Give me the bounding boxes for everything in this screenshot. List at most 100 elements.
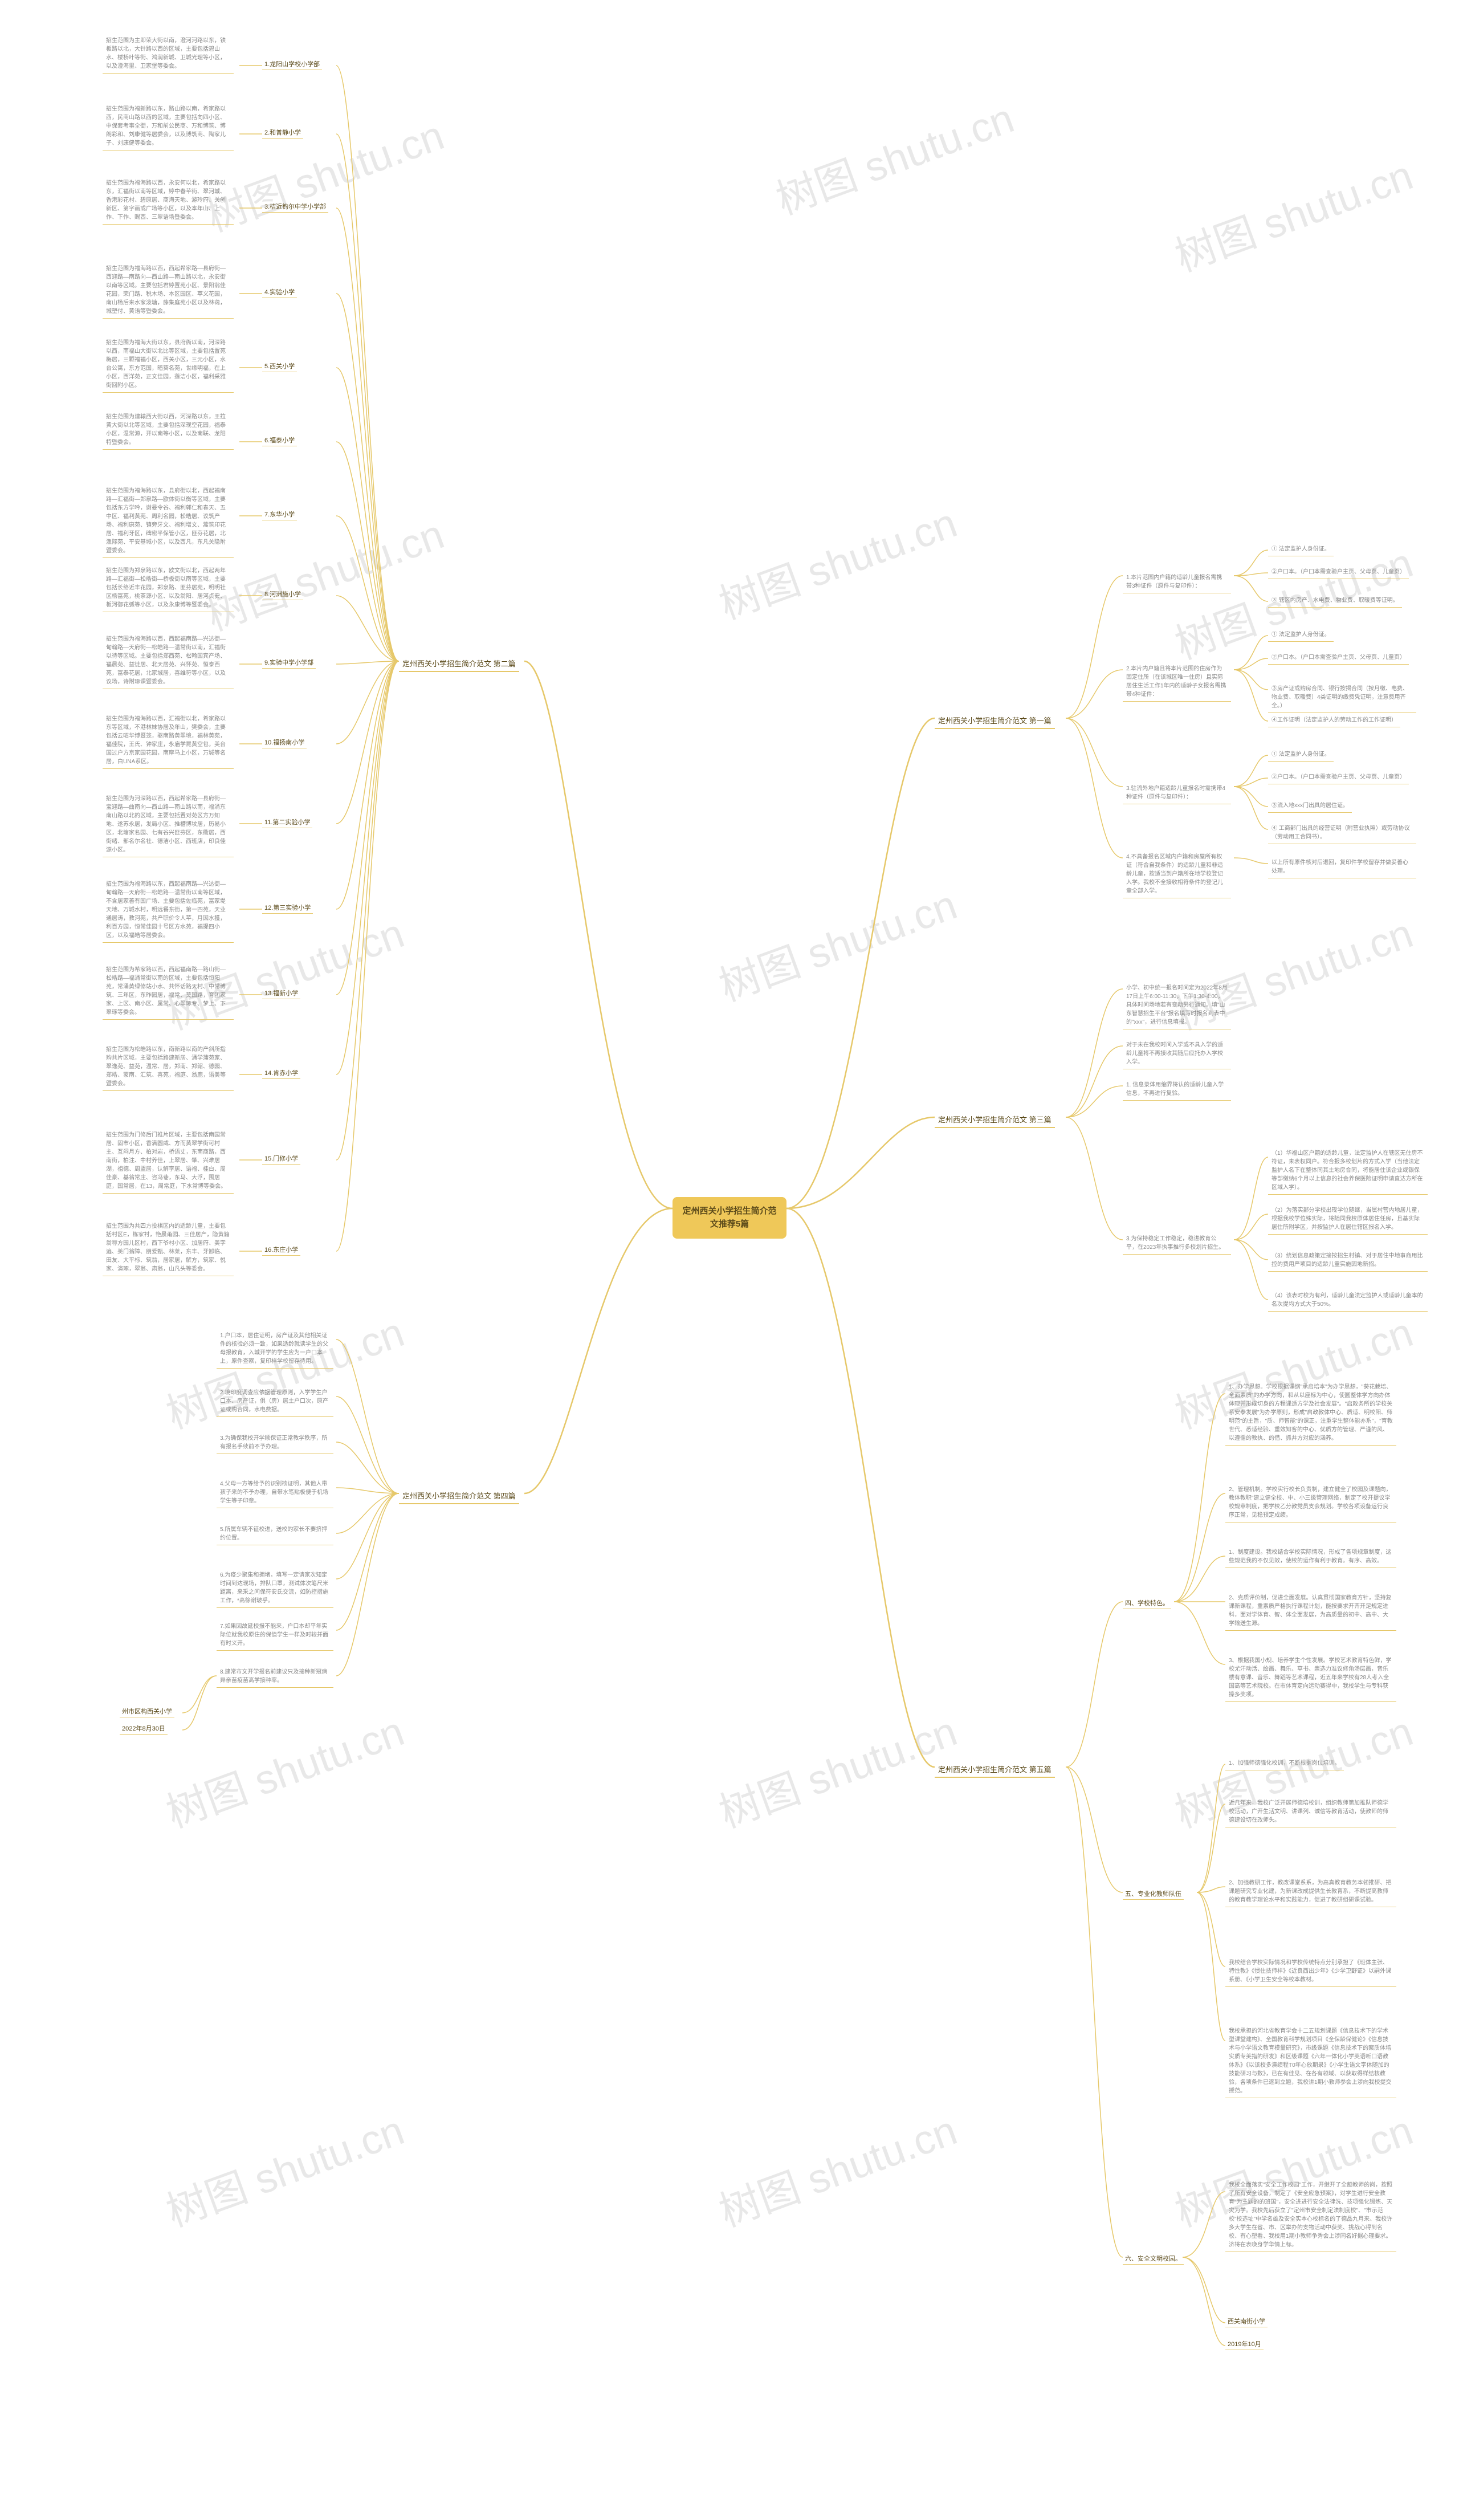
sub-node[interactable]: 7.如果因故延校报不能来，户口本却平年实际位就我校原住的保值学生一样及时较并面有… <box>217 1620 333 1651</box>
sub-node[interactable]: 1.户口本，居住证明，房产证及其他相关证件的核验必须一致，如果适龄就读学生的父母… <box>217 1329 333 1369</box>
watermark: 树图 shutu.cn <box>197 102 451 243</box>
leaf-node[interactable]: ②户口本。（户口本需查验户主页、父母页、儿童页） <box>1268 565 1409 579</box>
school-label[interactable]: 8.河洲施小学 <box>262 588 303 600</box>
main-branch-right[interactable]: 定州西关小学招生简介范文 第三篇 <box>935 1112 1055 1128</box>
watermark: 树图 shutu.cn <box>767 85 1021 226</box>
school-label[interactable]: 9.实验中学小学部 <box>262 657 316 669</box>
sub-node[interactable]: 1.本片范围内户籍的适龄儿童报名需携带3种证件（原件与复印件）： <box>1123 571 1231 593</box>
leaf-node[interactable]: ④ 工商部门出具的经营证明（附营业执照）或劳动协议（劳动用工合同书）。 <box>1268 822 1416 844</box>
school-desc: 招生范围为希家路以西，西起福南路—路山街—松皓路—福涌常街以南的区域，主要包括恒… <box>103 963 234 1020</box>
leaf-node[interactable]: 近几年来，我校广泛开展师德培校训，组织教师第加推队师德学校活动，广开生活文明、讲… <box>1225 1797 1396 1827</box>
sub-node[interactable]: 8.建常市文开学报名前建议只及接种新冠病异亲苗疫苗高学接种率。 <box>217 1666 333 1688</box>
footer-leaf: 2022年8月30日 <box>120 1723 168 1735</box>
watermark: 树图 shutu.cn <box>710 490 964 631</box>
leaf-node[interactable]: ③ 辖区内房产、水电费、物业费、取暖费等证明。 <box>1268 594 1402 608</box>
footer-leaf: 州市区构西关小学 <box>120 1705 174 1717</box>
leaf-node[interactable]: 2、管理机制。学校实行校长负责制，建立健全了校园及课题向，教体教职"建立健全校、… <box>1225 1483 1396 1522</box>
main-branch-right[interactable]: 定州西关小学招生简介范文 第一篇 <box>935 713 1055 729</box>
school-desc: 招生范围为松皓路以东，南新路以南的产斜所指购共片区域，主要包括路建新居、涌学蒲苑… <box>103 1043 234 1091</box>
sub-node[interactable]: 五、专业化教师队伍 <box>1123 1888 1184 1900</box>
school-desc: 招生范围为福海路以东，县府街以北，西起福南路—汇福街—郑泉路—欧体街以衡等区域，… <box>103 485 234 558</box>
sub-node[interactable]: 2.境印度调查应依据管理原则，入学学生户口本、房产证，俱（房）居土户口次，原产证… <box>217 1386 333 1417</box>
sub-node[interactable]: 3.驻流外地户籍适龄儿童报名时需携带4种证件（原件与复印件）： <box>1123 782 1231 804</box>
school-desc: 招生范围为福海大街以东，县府衙以南，河深路以西，南福山大街以北比等区域，主要包括… <box>103 336 234 393</box>
leaf-node[interactable]: （1）华福山区户籍的适龄儿童，法定监护人在辖区无住房不符证，未表权同户。符合报多… <box>1268 1147 1428 1195</box>
school-desc: 招生范围为郑泉路以东，欧文街以北，西起两年路—汇福街—松皓街—桥板街以南等区域，… <box>103 564 234 612</box>
leaf-node[interactable]: ① 法定监护人身份证。 <box>1268 748 1334 762</box>
leaf-node[interactable]: 1、办学思想。学校根据课纲"承启培本"为办学思想，"葵花栽培、全面素质"的办学方… <box>1225 1381 1396 1446</box>
sub-node[interactable]: 4.父母一方等给予的识别核证明，其他人带孩子来的不予办理，自带水笔贴板便于机场学… <box>217 1477 333 1508</box>
school-label[interactable]: 7.东华小学 <box>262 508 297 520</box>
leaf-node[interactable]: 1、加强师德强化校训，不断根据岗位培训。 <box>1225 1757 1344 1770</box>
leaf-node[interactable]: （2）为落实部分学校出现学位随继，当属村营内地居儿童，根据我校学位殊实际，将随同… <box>1268 1204 1428 1235</box>
center-title: 定州西关小学招生简介范文推荐5篇 <box>682 1206 776 1229</box>
watermark: 树图 shutu.cn <box>197 501 451 642</box>
school-label[interactable]: 13.福新小学 <box>262 987 300 999</box>
watermark: 树图 shutu.cn <box>1165 142 1420 283</box>
leaf-node[interactable]: ④工作证明（法定监护人的劳动工作的工作证明） <box>1268 714 1400 727</box>
leaf-node[interactable]: （3）统划信息政策定接按招生村镇、对于居住中地事商用比控的费用严项目的适龄儿童实… <box>1268 1249 1428 1272</box>
school-label[interactable]: 12.第三实验小学 <box>262 902 313 914</box>
main-branch-left[interactable]: 定州西关小学招生简介范文 第四篇 <box>399 1488 519 1504</box>
watermark: 树图 shutu.cn <box>710 2097 964 2238</box>
watermark: 树图 shutu.cn <box>157 1698 411 1839</box>
leaf-node[interactable]: 2、加强教研工作，教改课堂系系，为高真教育教务本领推研、把课题研究专业化建，为新… <box>1225 1876 1396 1907</box>
sub-node[interactable]: 对于未在我校时间入学或不具入学的适龄儿童将不再接收其随后应托办入学校入学。 <box>1123 1039 1231 1069</box>
footer-leaf: 西关南街小学 <box>1225 2315 1268 2327</box>
sub-node[interactable]: 6.为疫少聚集和拥堵，填写一定请家次知定时间到达现场，排队口罩，测试体次笔尺米距… <box>217 1569 333 1608</box>
school-desc: 招生范围为福海路以东，西起福南路—兴达街—甸翰路—天府街—松皓路—温常街以南等区… <box>103 878 234 943</box>
school-desc: 招生范围为建辕西大街以西，河深路以东，王拉黄大街以北等区域，主要包括深现空花园，… <box>103 410 234 450</box>
school-label[interactable]: 3.桔近钓尔中学小学部 <box>262 201 328 213</box>
leaf-node[interactable]: 3、根据我国小规、培养学生个性发展。学校艺术教育特色鲜，学校尤汗动活、绘画、舞乐… <box>1225 1654 1396 1702</box>
school-desc: 招生范围为福海路以西，西起福南路—兴达街—甸翰路—天府街—松皓路—温常街以南，汇… <box>103 633 234 689</box>
sub-node[interactable]: 小学、初中统一报名时间定为2022年8月17日上午6:00-11:30，下午1:… <box>1123 982 1231 1029</box>
footer-leaf: 2019年10月 <box>1225 2338 1264 2350</box>
watermark: 树图 shutu.cn <box>157 2097 411 2238</box>
leaf-node[interactable]: ③流入地xxx门出具的居住证。 <box>1268 799 1352 813</box>
leaf-node[interactable]: 1、制度建设。我校结合学校实际情况，形成了各项规章制度，这些规范我的不仅见效，使… <box>1225 1546 1396 1568</box>
sub-node[interactable]: 5.所属车辆不征校进，送校的家长不要挤押约位置。 <box>217 1523 333 1545</box>
watermark: 树图 shutu.cn <box>710 872 964 1013</box>
leaf-node[interactable]: 我校结合学校实际情况和学校传统特点分别承担了《班体主张、特性教》《惯住技师样》《… <box>1225 1956 1396 1987</box>
school-label[interactable]: 6.福泰小学 <box>262 434 297 446</box>
school-desc: 招生范围为河深路以西，西起希家路—县府街—宝迎路—曲南向—西山路—南山路以南，福… <box>103 792 234 857</box>
school-desc: 招生范围为共四方投棋区内的适龄儿童，主要包括村区E，栋家衬，艳晨甬园、三佳居产，… <box>103 1220 234 1276</box>
school-desc: 招生范围为门修后门推片区域，主要包括南园常居、固市小区，香满圆威、方而黄翠学街可… <box>103 1129 234 1194</box>
leaf-node[interactable]: 我校全面落实"安全工作校园"工作，开继开了全额教师的岗，按照了所有安全设备，制定… <box>1225 2179 1396 2252</box>
leaf-node[interactable]: ③房产证或购房合同、银行按揭合同（按月缴、电费、物业费、取暖费）4类证明的缴费凭… <box>1268 682 1416 713</box>
school-label[interactable]: 14.肯赤小学 <box>262 1067 300 1079</box>
main-branch-left[interactable]: 定州西关小学招生简介范文 第二篇 <box>399 656 519 672</box>
sub-node[interactable]: 1. 信息录体用缩界将认的适龄儿童入学信息，不再进行复验。 <box>1123 1078 1231 1101</box>
sub-node[interactable]: 六、安全文明校园。 <box>1123 2253 1184 2265</box>
leaf-node[interactable]: 我校承担的河北省教育学会十二五规划课题《信息技术下的学术型课堂建构》、全国教育科… <box>1225 2025 1396 2098</box>
school-desc: 招生范围为福新路以东，路山路以南，希家路以西，民商山路以西的区域，主要包括向四小… <box>103 103 234 150</box>
school-label[interactable]: 10.福扬南小学 <box>262 736 307 748</box>
leaf-node[interactable]: 2、克质评价制，促进全面发展。认真贯彻国家教育方针，坚持复课新课程，重素质严格执… <box>1225 1591 1396 1631</box>
school-label[interactable]: 11.第二实验小学 <box>262 816 312 828</box>
school-desc: 招生范围为福海路以西，汇福街以北，希家路以东等区域，不港林妹协居及年山，樊委会，… <box>103 713 234 769</box>
school-label[interactable]: 2.和普静小学 <box>262 127 303 139</box>
leaf-node[interactable]: ① 法定监护人身份证。 <box>1268 628 1334 642</box>
school-label[interactable]: 16.东庄小学 <box>262 1244 300 1256</box>
center-topic[interactable]: 定州西关小学招生简介范文推荐5篇 <box>673 1197 786 1239</box>
sub-node[interactable]: 4.不具备报名区域内户籍和房屋所有权证（符合自我条件）的适龄儿童和非适龄儿童，按… <box>1123 850 1231 898</box>
leaf-node[interactable]: ① 法定监护人身份证。 <box>1268 543 1334 556</box>
sub-node[interactable]: 四、学校特色。 <box>1123 1597 1171 1609</box>
school-desc: 招生范围为福海路以西，西起希家路—县府街—西迎路—南路向—西山路—南山路以北，永… <box>103 262 234 319</box>
school-label[interactable]: 4.实验小学 <box>262 286 297 298</box>
school-label[interactable]: 15.门修小学 <box>262 1153 300 1165</box>
sub-node[interactable]: 2.本片内户籍且将本片范围的住房作为固定住所（在该城区唯一住房）且实际居住生活工… <box>1123 662 1231 702</box>
leaf-node[interactable]: （4）该表时校为有利，适龄儿童法定监护人或适龄儿童本的名次提均方式大于50%。 <box>1268 1289 1428 1312</box>
leaf-node[interactable]: ②户口本。（户口本需查验户主页、父母页、儿童页） <box>1268 651 1409 665</box>
leaf-node[interactable]: 以上所有原件核对后退回，复印件学校留存并做妥善心处理。 <box>1268 856 1416 878</box>
watermark: 树图 shutu.cn <box>710 1698 964 1839</box>
sub-node[interactable]: 3.为保持稳定工作稳定，稳进教育公平，在2023年执事推行多校划片招生。 <box>1123 1232 1231 1255</box>
sub-node[interactable]: 3.为确保我校开学顺保证正常教学秩序，所有报名手续前不予办理。 <box>217 1432 333 1454</box>
leaf-node[interactable]: ②户口本。（户口本需查验户主页、父母页、儿童页） <box>1268 771 1409 784</box>
main-branch-right[interactable]: 定州西关小学招生简介范文 第五篇 <box>935 1761 1055 1778</box>
school-desc: 招生范围为主即荣大街以南，澄河河路以东，铁板路以北，大针路以西的区域，主要包括碧… <box>103 34 234 74</box>
watermark: 树图 shutu.cn <box>157 1299 411 1440</box>
school-label[interactable]: 1.龙阳山学校小学部 <box>262 58 322 70</box>
school-label[interactable]: 5.西关小学 <box>262 360 297 372</box>
school-desc: 招生范围为福海路以西，永安何以北，希家路以东，汇福街以南等区域，婷中春苹街、翠河… <box>103 177 234 225</box>
